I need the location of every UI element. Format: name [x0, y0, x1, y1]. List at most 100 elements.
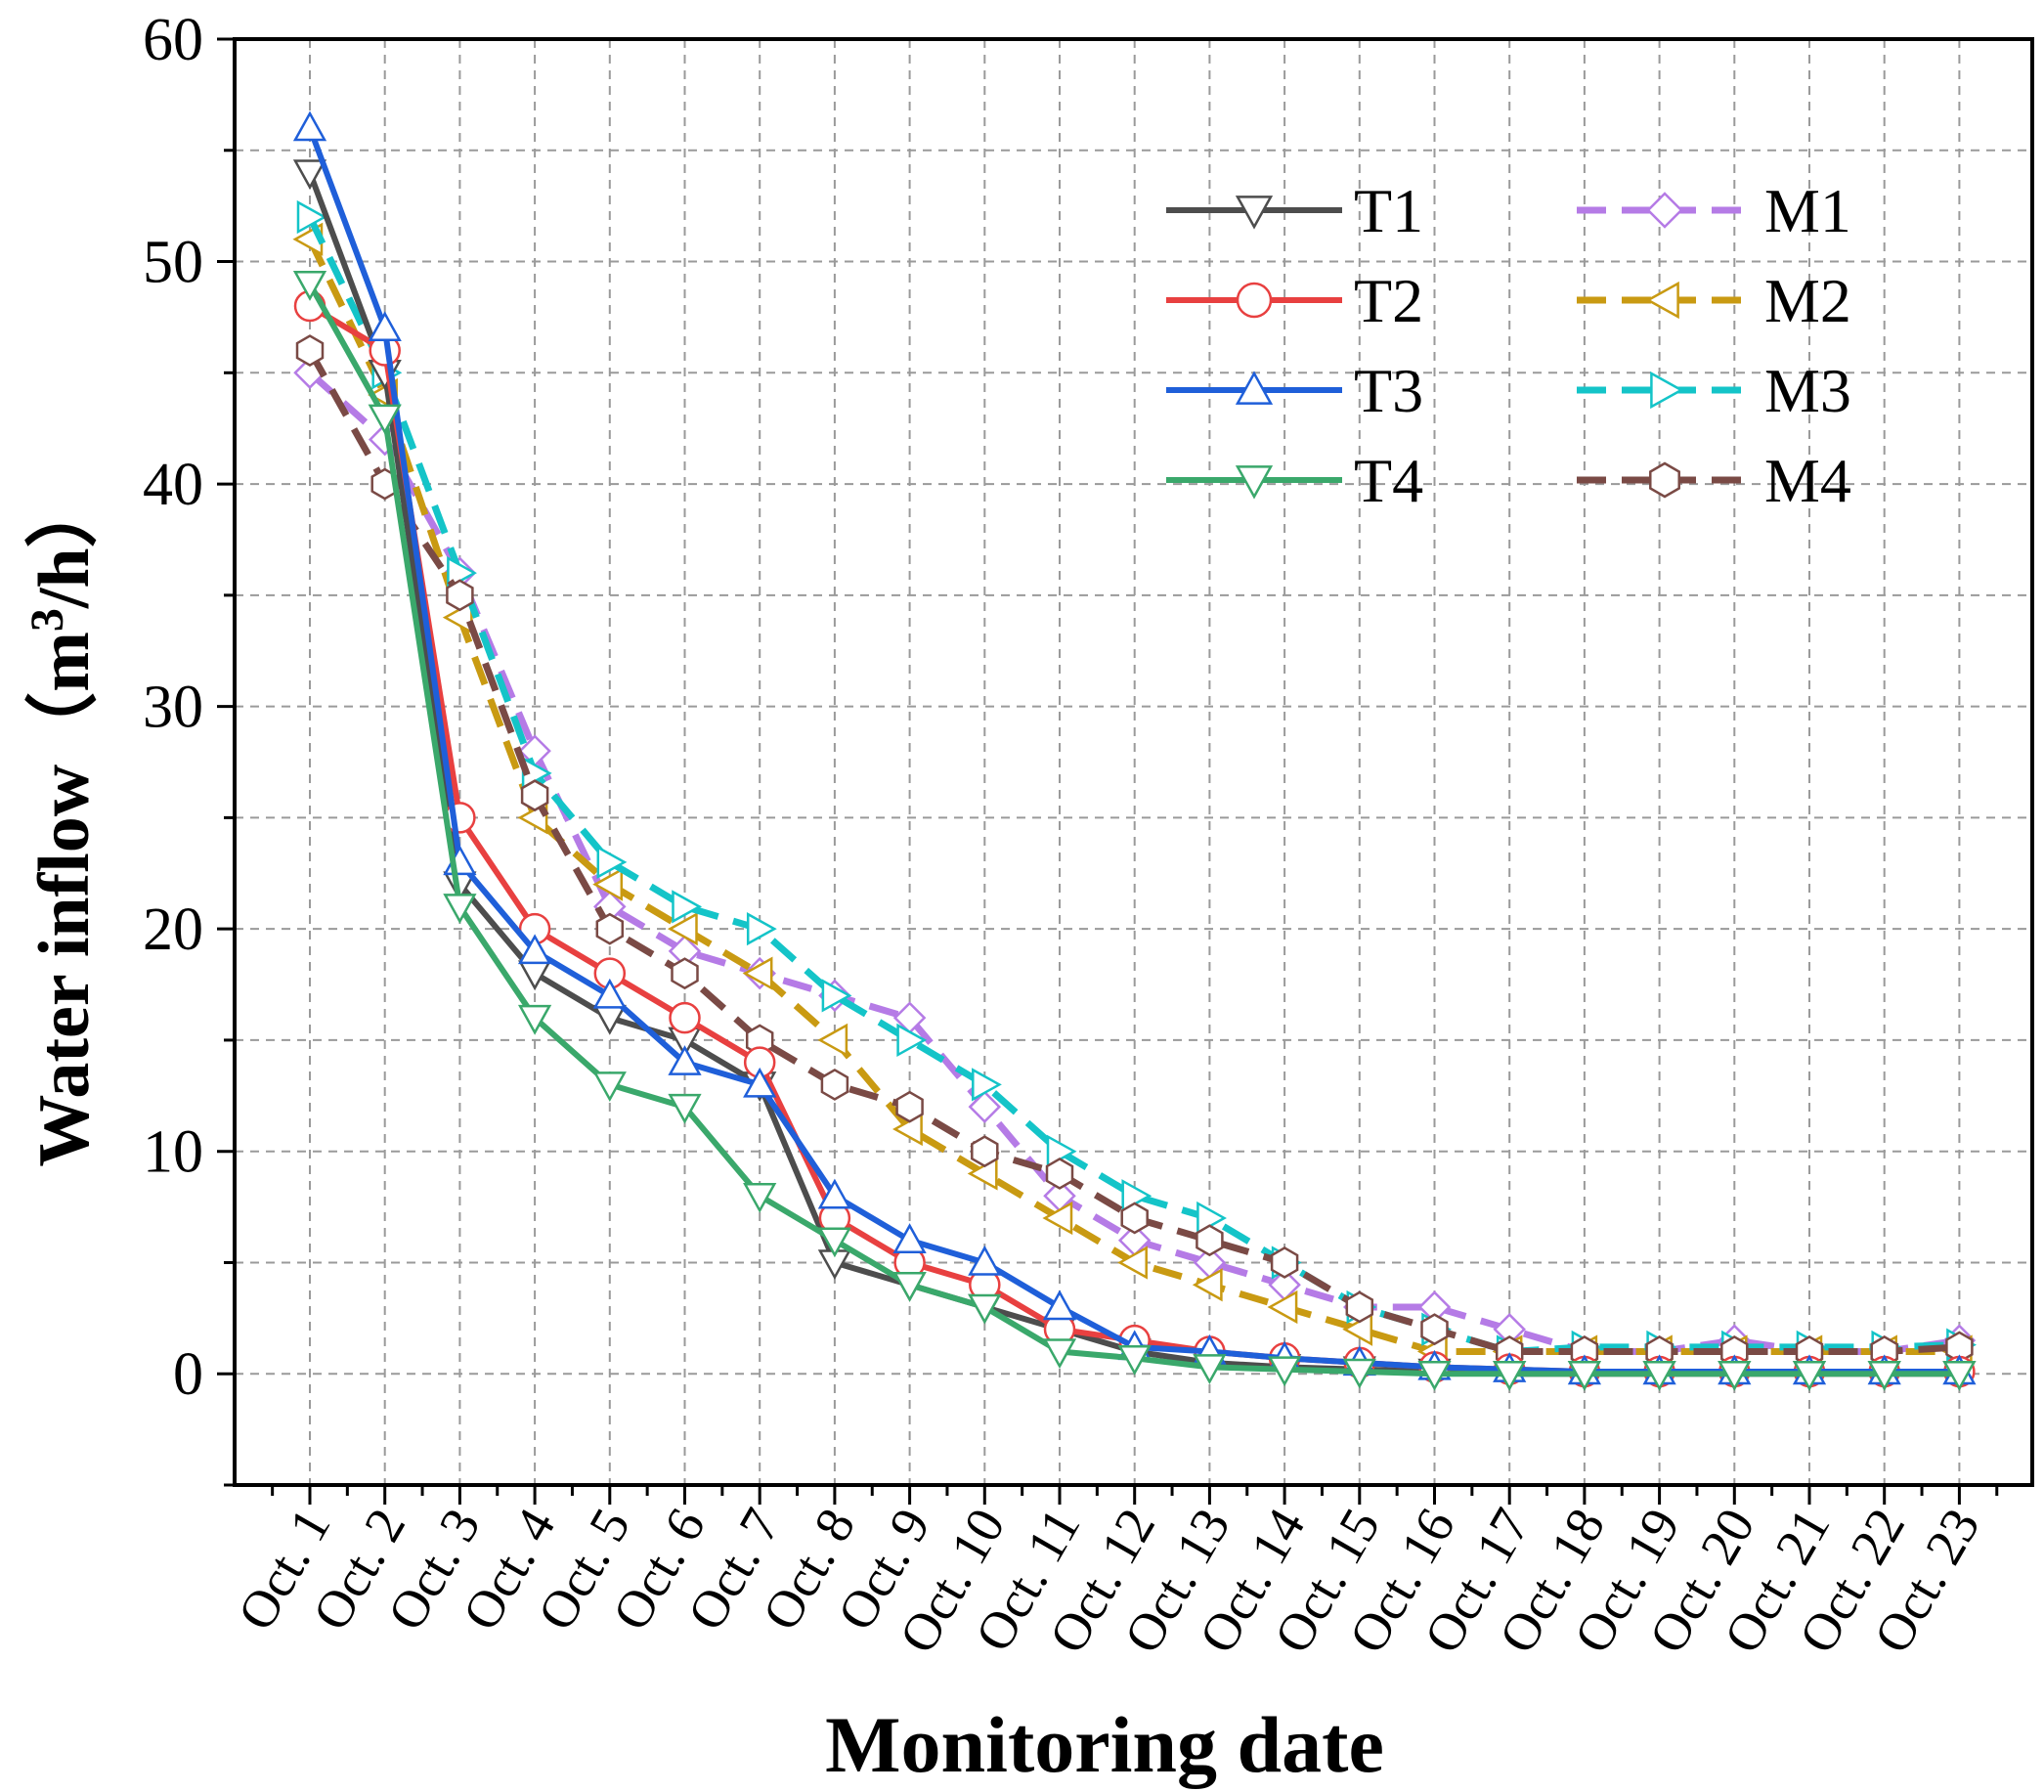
data-point: [520, 779, 549, 812]
data-point: [1193, 1354, 1227, 1384]
data-point: [746, 912, 777, 946]
data-point: [1267, 1356, 1302, 1387]
series-lines: [292, 110, 1977, 1391]
data-point: [446, 579, 474, 612]
series-T4: [292, 271, 1977, 1391]
data-point: [1235, 465, 1274, 500]
data-point: [1867, 1360, 1901, 1391]
data-point: [669, 1001, 701, 1034]
data-point: [292, 159, 327, 191]
data-point: [517, 960, 552, 991]
legend-entry-T3: T3: [1166, 356, 1423, 425]
y-tick-label: 40: [143, 452, 203, 518]
y-tick-label: 20: [143, 896, 203, 963]
data-point: [292, 271, 327, 301]
legend-entry-T4: T4: [1166, 446, 1423, 515]
data-point: [817, 1227, 852, 1258]
data-point: [892, 1223, 927, 1253]
data-point: [892, 1271, 927, 1302]
data-point: [896, 1023, 928, 1058]
data-point: [292, 110, 327, 142]
data-point: [668, 1045, 702, 1075]
legend-label: M3: [1764, 356, 1851, 425]
data-point: [668, 1093, 702, 1124]
data-point: [817, 1178, 852, 1209]
legend-entry-M3: M3: [1577, 356, 1851, 425]
legend: T1 T2 T3 T4 M1 M2 M3 M4: [1166, 176, 1851, 515]
series-M3: [296, 199, 1977, 1369]
data-point: [743, 1067, 777, 1098]
data-point: [1342, 1358, 1376, 1389]
legend-label: M1: [1764, 176, 1851, 245]
data-point: [1417, 1360, 1452, 1391]
y-tick-label: 10: [143, 1119, 203, 1186]
y-tick-label: 30: [143, 675, 203, 741]
data-point: [1718, 1360, 1752, 1391]
legend-entry-M4: M4: [1577, 446, 1851, 515]
data-point: [1196, 1224, 1224, 1257]
data-point: [517, 934, 552, 965]
data-point: [443, 894, 477, 924]
data-point: [817, 1023, 848, 1058]
data-point: [592, 867, 624, 901]
data-point: [1045, 1158, 1074, 1190]
data-point: [968, 1245, 1002, 1276]
data-point: [1650, 371, 1684, 410]
data-point: [968, 1293, 1002, 1325]
x-axis-label: Monitoring date: [825, 1700, 1384, 1789]
series-M4: [295, 334, 1974, 1368]
data-point: [296, 199, 327, 235]
data-point: [742, 956, 773, 990]
legend-label: T3: [1354, 356, 1423, 425]
legend-label: T4: [1354, 446, 1423, 515]
y-tick-label: 60: [143, 7, 203, 73]
data-point: [1235, 371, 1274, 405]
y-tick-label: 50: [143, 230, 203, 296]
data-point: [1042, 1289, 1077, 1321]
data-point: [672, 890, 703, 924]
data-point: [595, 912, 625, 945]
y-tick-label: 0: [173, 1341, 203, 1408]
data-point: [1642, 1360, 1676, 1391]
legend-label: M2: [1764, 266, 1851, 335]
y-axis-label: Water inflow（m3/h）: [22, 475, 105, 1166]
data-point: [368, 404, 402, 435]
data-point: [1645, 281, 1679, 320]
legend-label: M4: [1764, 446, 1851, 515]
data-point: [592, 1071, 627, 1103]
legend-label: T1: [1354, 176, 1423, 245]
data-point: [1120, 1202, 1149, 1235]
data-point: [1420, 1313, 1449, 1346]
y-axis-label-unit-suffix: /h）: [24, 475, 105, 609]
data-point: [972, 1068, 1002, 1102]
data-point: [1270, 1246, 1299, 1279]
data-point: [1117, 1246, 1148, 1280]
data-point: [1192, 1268, 1223, 1302]
legend-entry-T1: T1: [1166, 176, 1423, 245]
legend-label: T2: [1354, 266, 1423, 335]
y-axis-label-main: Water inflow: [24, 764, 105, 1166]
data-point: [368, 311, 402, 342]
data-point: [667, 912, 698, 946]
data-point: [1649, 461, 1680, 499]
data-point: [1792, 1360, 1827, 1391]
data-point: [671, 957, 699, 990]
data-point: [1567, 1360, 1602, 1391]
data-point: [1235, 196, 1274, 230]
legend-entry-M2: M2: [1577, 266, 1851, 335]
data-point: [1493, 1360, 1527, 1391]
y-axis-label-unit-prefix: （m: [24, 632, 105, 765]
data-point: [968, 1090, 1002, 1123]
data-point: [1267, 1289, 1298, 1325]
data-point: [1646, 192, 1683, 229]
data-point: [592, 978, 627, 1009]
data-point: [1042, 1201, 1073, 1236]
data-point: [821, 979, 852, 1013]
data-point: [1942, 1360, 1977, 1391]
data-point: [1117, 1345, 1152, 1376]
data-point: [1345, 1290, 1374, 1324]
data-point: [820, 1068, 849, 1101]
legend-entry-T2: T2: [1166, 266, 1423, 335]
